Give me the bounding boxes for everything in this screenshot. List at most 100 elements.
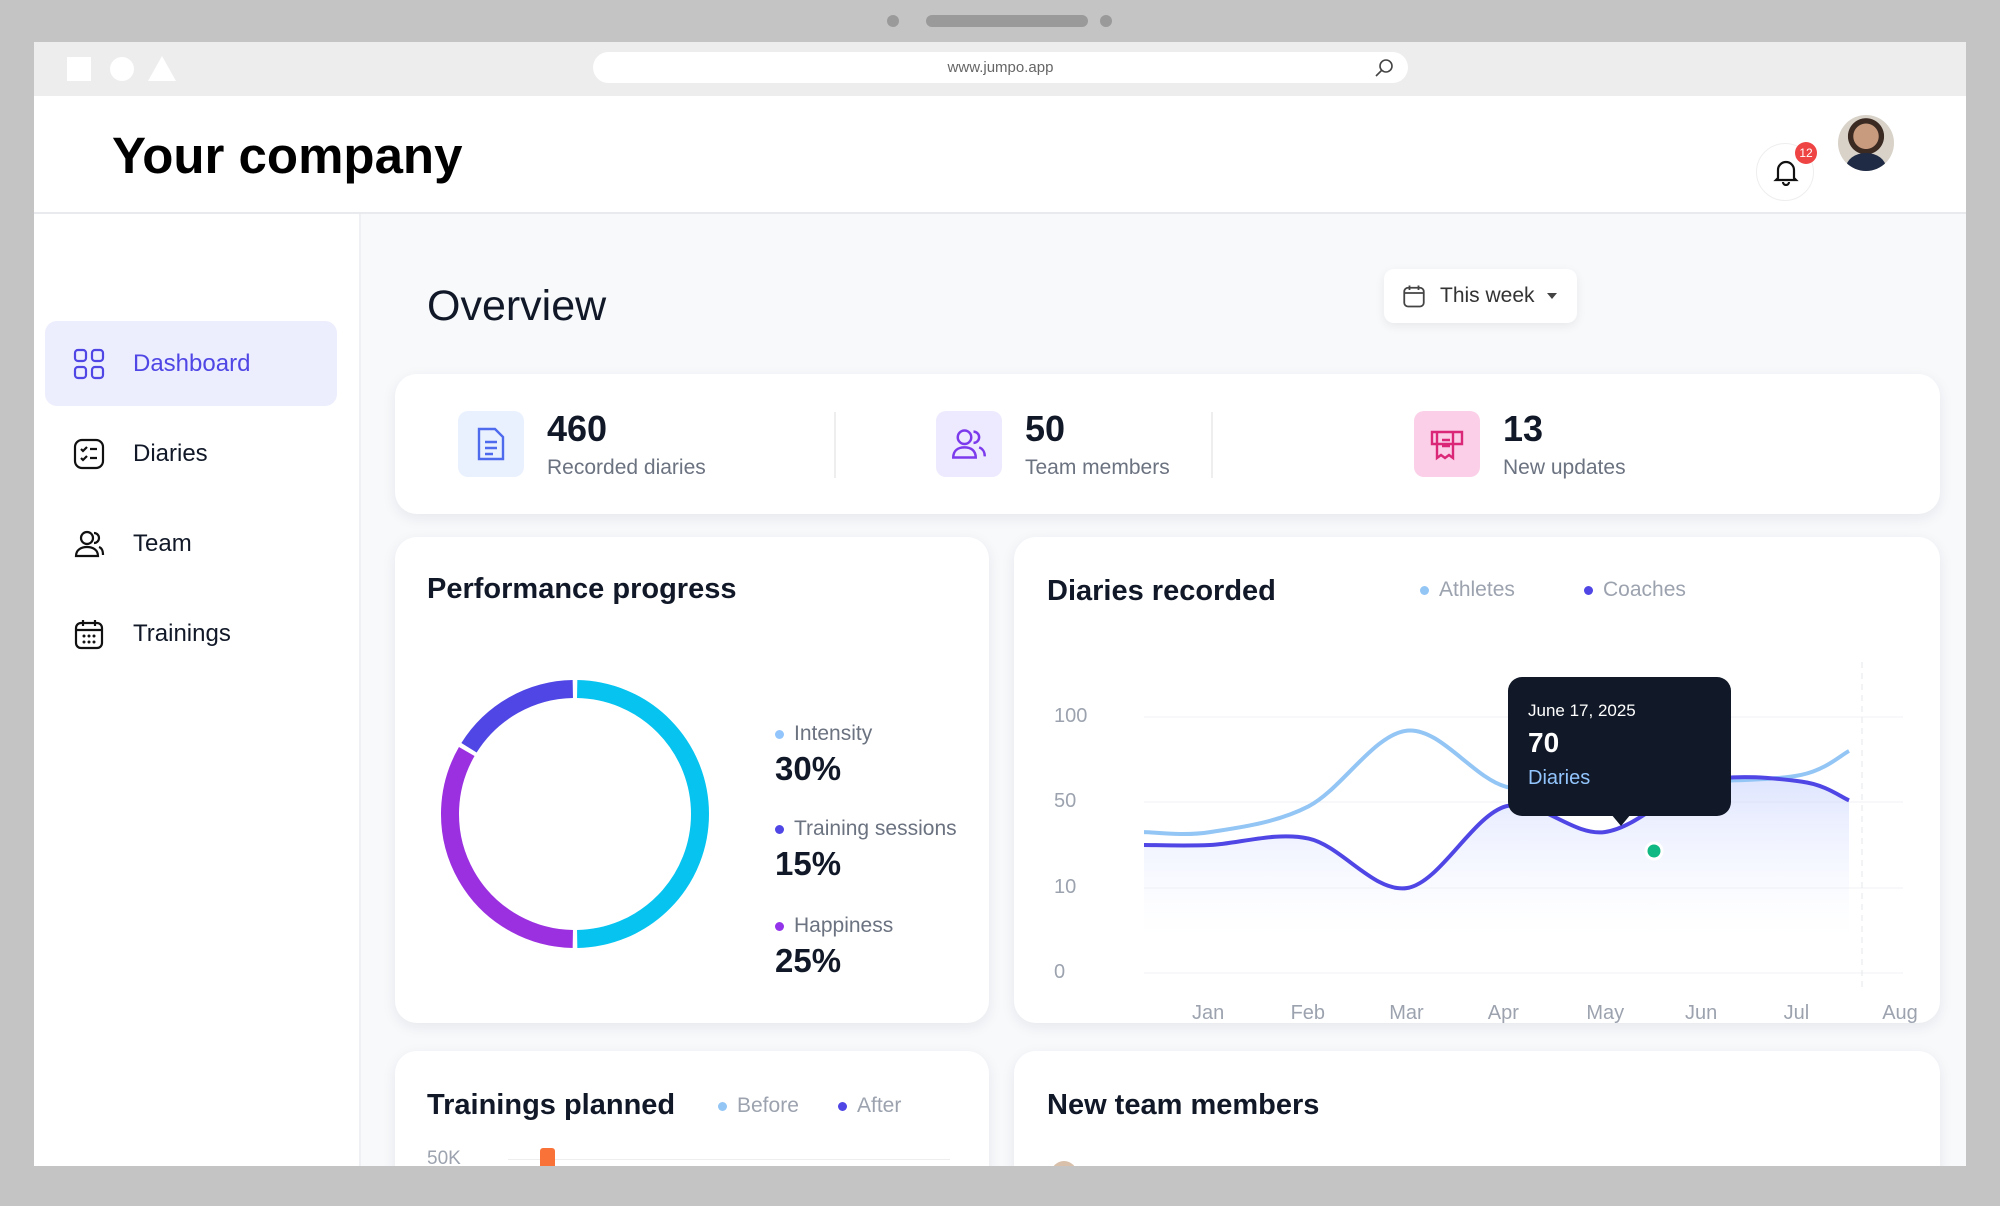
period-label: This week — [1440, 284, 1535, 307]
coaches-line — [1143, 775, 1850, 891]
tooltip-value: 70 — [1528, 727, 1560, 758]
sidebar-item-trainings[interactable]: Trainings — [45, 591, 337, 676]
screen: www.jumpo.app Your company 12 Dashboard … — [34, 42, 1966, 1166]
stat-value: 50 — [1025, 408, 1066, 449]
tooltip-arrow — [1611, 814, 1631, 826]
browser-bar: www.jumpo.app — [34, 42, 1966, 96]
legend-dot — [1420, 585, 1429, 595]
notifications-button[interactable]: 12 — [1756, 142, 1817, 201]
member-avatar[interactable] — [1051, 1161, 1077, 1166]
legend-label: Athletes — [1439, 578, 1515, 601]
legend-label: Coaches — [1603, 578, 1686, 601]
period-dropdown[interactable]: This week — [1384, 269, 1577, 323]
diaries-card: Diaries recorded Athletes Coaches 100 50 1… — [1014, 537, 1940, 1024]
legend-intensity: Intensity — [775, 722, 872, 746]
metric-value: 30% — [775, 750, 842, 787]
performance-card: Performance progress Intensity 30% Train… — [395, 537, 989, 1023]
x-tick: Mar — [1389, 1002, 1424, 1024]
y-tick: 100 — [1054, 705, 1088, 727]
legend-dot — [718, 1101, 727, 1111]
y-tick: 50 — [1054, 790, 1077, 812]
triangle-icon — [148, 56, 176, 81]
y-tick: 10 — [1054, 876, 1077, 898]
legend-after: After — [838, 1094, 901, 1118]
metric-value: 15% — [775, 845, 842, 882]
legend-dot — [775, 729, 784, 739]
x-tick: May — [1586, 1002, 1625, 1024]
users-icon — [74, 530, 105, 557]
search-icon[interactable] — [1374, 58, 1394, 78]
tooltip-point — [1644, 841, 1664, 861]
stats-card: 460 Recorded diaries 50 Team members 13 … — [395, 374, 1940, 514]
camera-dot — [887, 15, 899, 27]
speaker-bar — [926, 15, 1088, 27]
card-title: Performance progress — [427, 573, 737, 605]
sensor-dot — [1100, 15, 1112, 27]
x-tick: Jul — [1783, 1002, 1810, 1024]
sidebar-item-team[interactable]: Team — [45, 501, 337, 586]
sidebar-item-label: Trainings — [133, 619, 231, 647]
chart-tooltip: June 17, 2025 70 Diaries — [1508, 677, 1731, 826]
legend-dot — [838, 1101, 847, 1111]
receipt-icon — [1414, 411, 1480, 477]
x-tick: Aug — [1882, 1002, 1918, 1024]
legend-label: Happiness — [794, 914, 894, 937]
sidebar-item-diaries[interactable]: Diaries — [45, 411, 337, 496]
gridline — [508, 1159, 950, 1160]
checklist-icon — [73, 438, 105, 469]
legend-dot — [775, 921, 784, 931]
x-tick: Feb — [1290, 1002, 1326, 1024]
legend-label: Intensity — [794, 722, 873, 745]
bell-icon — [1773, 160, 1799, 186]
sidebar: Dashboard Diaries Team Trainings — [34, 214, 361, 1166]
legend-label: Training sessions — [794, 817, 957, 840]
stat-label: Recorded diaries — [547, 456, 706, 479]
chevron-down-icon — [1546, 293, 1557, 299]
new-members-card: New team members — [1014, 1051, 1940, 1166]
line-chart — [1143, 662, 1903, 987]
grid-icon — [73, 348, 105, 379]
circle-icon — [110, 57, 134, 81]
legend-coaches: Coaches — [1584, 578, 1686, 602]
card-title: Trainings planned — [427, 1089, 676, 1121]
tooltip-date: June 17, 2025 — [1528, 701, 1636, 720]
legend-label: After — [857, 1094, 902, 1117]
card-title: Diaries recorded — [1047, 575, 1276, 607]
donut-segment-happiness — [441, 747, 574, 948]
calendar-icon — [1403, 285, 1425, 308]
legend-label: Before — [737, 1094, 799, 1117]
sidebar-item-label: Dashboard — [133, 349, 251, 377]
app-header: Your company 12 — [34, 96, 1966, 214]
trainings-card: Trainings planned Before After 50K — [395, 1051, 989, 1166]
metric-value: 25% — [775, 942, 842, 979]
y-tick: 0 — [1054, 961, 1066, 983]
stat-label: Team members — [1025, 456, 1170, 479]
donut-chart — [441, 680, 709, 948]
legend-before: Before — [718, 1094, 799, 1118]
y-tick: 50K — [427, 1148, 461, 1166]
avatar-shirt — [1846, 153, 1886, 171]
bar — [540, 1148, 555, 1166]
legend-dot — [775, 824, 784, 834]
divider — [834, 412, 836, 478]
user-avatar[interactable] — [1838, 115, 1894, 171]
x-tick: Jun — [1685, 1002, 1718, 1024]
square-icon — [67, 57, 91, 81]
url-bar[interactable]: www.jumpo.app — [593, 52, 1408, 83]
stat-value: 13 — [1503, 408, 1544, 449]
divider — [1211, 412, 1213, 478]
notification-badge: 12 — [1795, 142, 1817, 164]
document-icon — [458, 411, 524, 477]
stat-value: 460 — [547, 408, 608, 449]
calendar-icon — [74, 619, 104, 649]
users-icon — [936, 411, 1002, 477]
url-text: www.jumpo.app — [947, 59, 1054, 76]
legend-happiness: Happiness — [775, 914, 893, 938]
stat-label: New updates — [1503, 456, 1626, 479]
sidebar-item-dashboard[interactable]: Dashboard — [45, 321, 337, 406]
x-tick: Apr — [1487, 1002, 1519, 1024]
donut-segment-training — [461, 680, 574, 753]
tooltip-label: Diaries — [1528, 767, 1591, 789]
company-title: Your company — [112, 127, 463, 184]
x-tick: Jan — [1192, 1002, 1225, 1024]
